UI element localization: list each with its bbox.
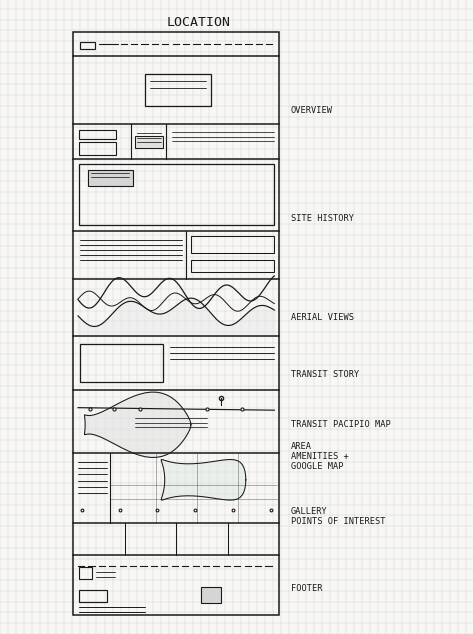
Bar xyxy=(79,130,116,139)
Text: AERIAL VIEWS: AERIAL VIEWS xyxy=(291,313,354,321)
Bar xyxy=(191,236,274,253)
Bar xyxy=(135,136,163,148)
Bar xyxy=(80,42,95,49)
Bar xyxy=(73,32,279,615)
Bar xyxy=(88,170,133,186)
Text: SITE HISTORY: SITE HISTORY xyxy=(291,214,354,223)
Text: LOCATION: LOCATION xyxy=(166,16,231,29)
Bar xyxy=(79,164,274,225)
Text: TRANSIT STORY: TRANSIT STORY xyxy=(291,370,359,378)
Bar xyxy=(201,587,221,603)
Bar xyxy=(191,260,274,272)
Text: GALLERY
POINTS OF INTEREST: GALLERY POINTS OF INTEREST xyxy=(291,507,385,526)
Bar xyxy=(79,590,107,602)
Polygon shape xyxy=(85,392,191,458)
Polygon shape xyxy=(161,460,246,500)
Bar xyxy=(79,567,92,579)
Bar xyxy=(79,142,116,155)
Text: OVERVIEW: OVERVIEW xyxy=(291,107,333,115)
Text: AREA
AMENITIES +
GOOGLE MAP: AREA AMENITIES + GOOGLE MAP xyxy=(291,441,349,472)
Bar xyxy=(80,344,163,382)
Text: FOOTER: FOOTER xyxy=(291,584,323,593)
Text: TRANSIT PACIPIO MAP: TRANSIT PACIPIO MAP xyxy=(291,420,391,429)
Bar xyxy=(145,74,211,106)
